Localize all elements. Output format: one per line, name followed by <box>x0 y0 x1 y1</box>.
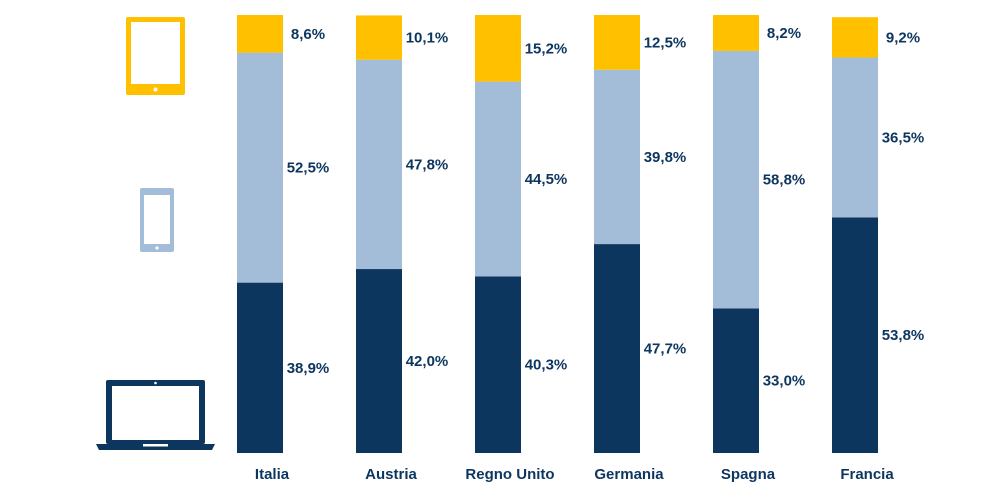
bar-segment-desktop <box>832 217 878 453</box>
value-label-mobile: 36,5% <box>882 129 925 146</box>
category-labels-layer: Italia Austria Regno Unito Germania Spagna Fr… <box>255 466 894 483</box>
bar-segment-tablet <box>594 15 640 70</box>
bars-layer <box>237 15 878 453</box>
value-label-mobile: 52,5% <box>287 160 330 177</box>
value-label-tablet: 8,6% <box>291 26 325 43</box>
value-label-tablet: 10,1% <box>406 30 449 47</box>
laptop-icon <box>96 380 215 450</box>
smartphone-icon <box>140 188 174 252</box>
value-label-desktop: 53,8% <box>882 327 925 344</box>
value-labels-layer: 38,9% 52,5% 8,6% 42,0% 47,8% 10,1% 40,3% 44,5% 1… <box>287 25 925 390</box>
bar-segment-desktop <box>475 276 521 453</box>
value-label-desktop: 42,0% <box>406 353 449 370</box>
bar-segment-tablet <box>713 15 759 51</box>
value-label-tablet: 15,2% <box>525 40 568 57</box>
bar-segment-mobile <box>713 50 759 309</box>
category-label: Regno Unito <box>465 466 554 483</box>
bar-segment-mobile <box>832 57 878 218</box>
value-label-mobile: 44,5% <box>525 171 568 188</box>
category-label: Francia <box>840 466 894 483</box>
value-label-mobile: 47,8% <box>406 156 449 173</box>
bar-segment-desktop <box>356 269 402 453</box>
value-label-desktop: 38,9% <box>287 360 330 377</box>
bar-segment-mobile <box>475 81 521 277</box>
bar-segment-mobile <box>237 52 283 283</box>
category-label: Germania <box>594 466 664 483</box>
value-label-tablet: 12,5% <box>644 34 687 51</box>
category-label: Italia <box>255 466 290 483</box>
bar-segment-tablet <box>475 15 521 82</box>
bar-segment-tablet <box>356 15 402 60</box>
value-label-mobile: 39,8% <box>644 149 687 166</box>
bar-segment-desktop <box>713 308 759 453</box>
value-label-tablet: 8,2% <box>767 25 801 42</box>
bar-segment-desktop <box>594 244 640 453</box>
bar-segment-mobile <box>356 59 402 270</box>
bar-segment-tablet <box>832 17 878 58</box>
value-label-tablet: 9,2% <box>886 29 920 46</box>
category-label: Austria <box>365 466 417 483</box>
bar-segment-mobile <box>594 69 640 245</box>
bar-segment-tablet <box>237 15 283 53</box>
value-label-desktop: 40,3% <box>525 357 568 374</box>
category-label: Spagna <box>721 466 776 483</box>
value-label-desktop: 33,0% <box>763 373 806 390</box>
value-label-desktop: 47,7% <box>644 341 687 358</box>
value-label-mobile: 58,8% <box>763 172 806 189</box>
tablet-icon <box>126 17 185 95</box>
bar-segment-desktop <box>237 282 283 453</box>
